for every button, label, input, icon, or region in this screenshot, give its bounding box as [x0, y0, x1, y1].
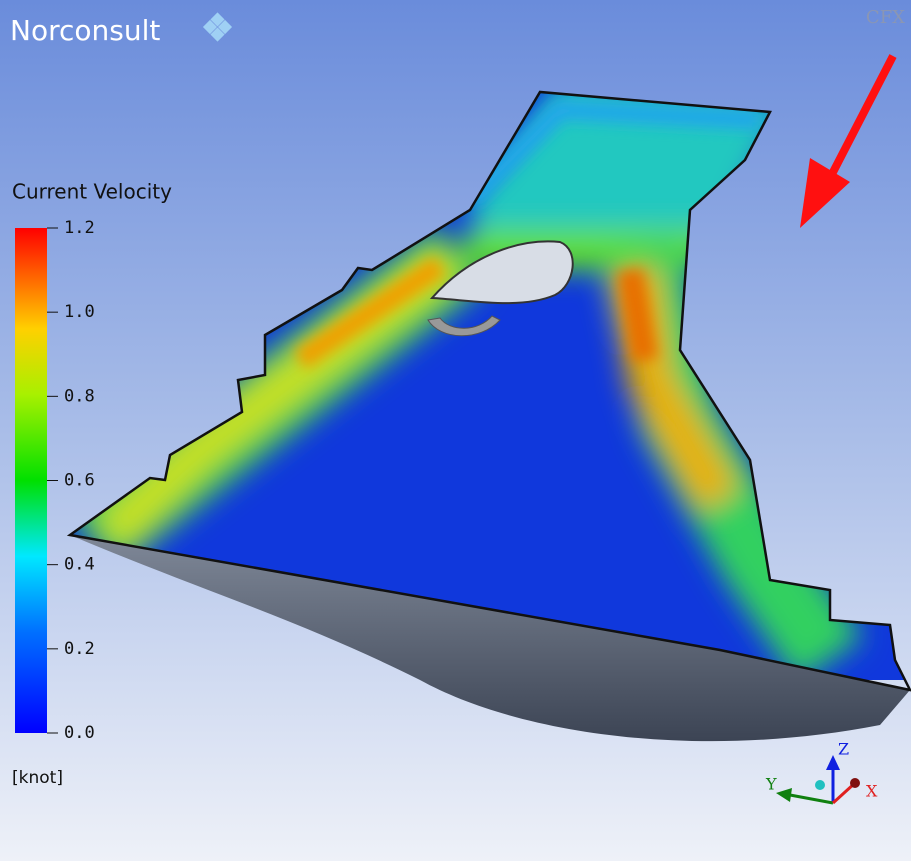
- legend-tick-label: 1.2: [64, 218, 95, 238]
- legend-tick-label: 0.4: [64, 555, 95, 575]
- legend-unit: [knot]: [12, 768, 63, 788]
- viewport: Norconsult CFX Current Velocity [knot] Z…: [0, 0, 911, 861]
- legend-tick-label: 0.0: [64, 723, 95, 743]
- axis-y-label: Y: [765, 775, 777, 794]
- legend-tick-label: 0.6: [64, 471, 95, 491]
- legend-tick-label: 1.0: [64, 302, 95, 322]
- color-bar: [15, 228, 47, 733]
- legend-title: Current Velocity: [12, 180, 172, 204]
- legend-tick-label: 0.8: [64, 386, 95, 406]
- watermark: CFX: [866, 7, 905, 28]
- axis-x-label: X: [866, 782, 878, 801]
- logo-text: Norconsult: [10, 14, 160, 47]
- axis-z-label: Z: [838, 740, 849, 759]
- legend-tick-label: 0.2: [64, 639, 95, 659]
